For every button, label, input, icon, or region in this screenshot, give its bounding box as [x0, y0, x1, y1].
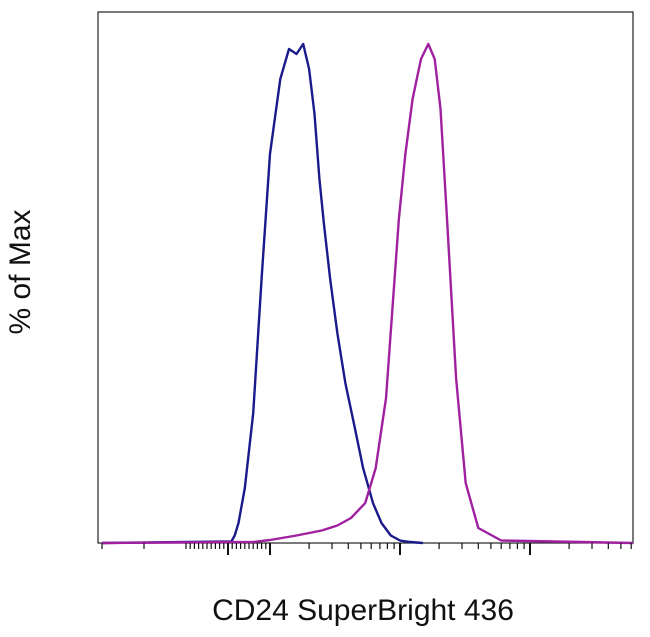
- series-line-2: [101, 42, 634, 545]
- plot-frame: [97, 11, 634, 544]
- x-axis-label: CD24 SuperBright 436: [212, 594, 514, 627]
- series-line-1: [101, 42, 423, 545]
- series-layer: [101, 42, 634, 545]
- y-axis-label: % of Max: [4, 209, 37, 334]
- x-axis-ticks: [101, 543, 632, 555]
